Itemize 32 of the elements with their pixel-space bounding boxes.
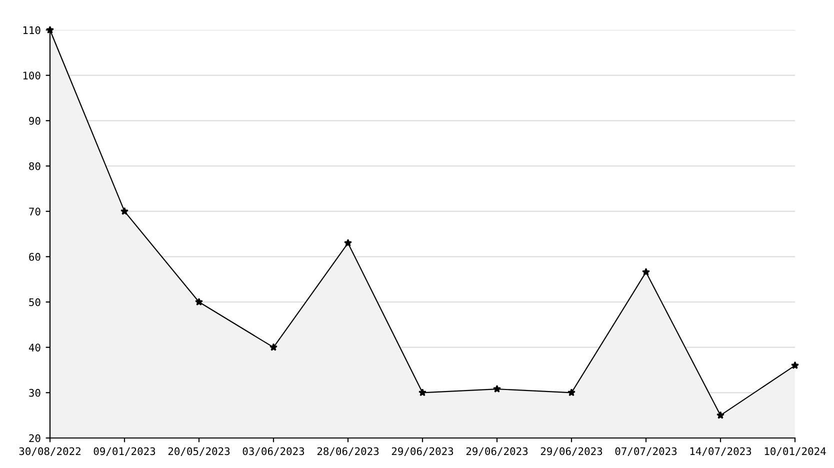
x-tick-label: 29/06/2023: [466, 447, 528, 456]
point: [344, 238, 352, 247]
x-tick-label: 28/06/2023: [317, 447, 379, 456]
y-tick-label: 100: [23, 72, 40, 80]
point: [716, 411, 724, 419]
y-tick-label: 80: [29, 162, 40, 170]
y-tick-label: 50: [29, 298, 40, 306]
y-tick-label: 70: [29, 208, 40, 216]
point: [46, 26, 54, 34]
x-tick-label: 07/07/2023: [615, 447, 677, 456]
point: [418, 388, 426, 396]
x-tick-label: 03/06/2023: [242, 447, 304, 456]
point: [270, 343, 278, 351]
y-tick-label: 90: [29, 116, 40, 125]
y-tick-label: 110: [23, 26, 40, 34]
y-tick-label: 40: [28, 344, 40, 352]
x-tick-label: 14/07/2023: [690, 447, 752, 456]
y-tick-label: 60: [29, 252, 40, 261]
x-tick-label: 20/05/2023: [168, 447, 230, 456]
point: [493, 384, 501, 393]
point: [568, 388, 576, 396]
point: [791, 361, 799, 369]
x-tick-label: 29/06/2023: [392, 447, 454, 456]
y-tick-label: 30: [29, 388, 40, 397]
point: [642, 268, 650, 276]
x-tick-label: 10/01/2024: [764, 447, 826, 456]
y-tick-label: 20: [29, 434, 40, 442]
x-tick-label: 30/08/2022: [19, 447, 80, 456]
point: [195, 298, 203, 306]
x-tick-label: 29/06/2023: [540, 447, 602, 456]
x-tick-label: 09/01/2023: [94, 447, 156, 456]
point: [120, 207, 128, 215]
